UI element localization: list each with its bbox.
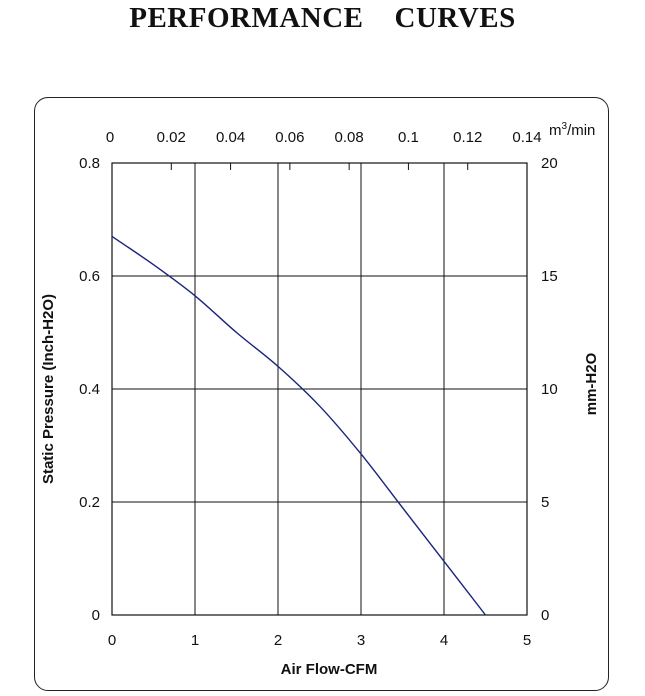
top-tick-label: 0 <box>106 129 114 146</box>
top-tick-label: 0.08 <box>335 129 364 146</box>
y-axis-label: Static Pressure (Inch-H2O) <box>40 294 57 484</box>
top-tick-label: 0.04 <box>216 129 245 146</box>
y-tick-label: 0.2 <box>79 494 100 511</box>
y-tick-label: 0.6 <box>79 268 100 285</box>
y-tick-label: 0.4 <box>79 381 100 398</box>
series-line <box>111 235 487 616</box>
x-tick-label: 3 <box>357 632 365 649</box>
chart-frame <box>34 97 609 691</box>
top-tick-label: 0.06 <box>275 129 304 146</box>
top-axis-unit-sup: 3 <box>562 121 568 132</box>
y2-tick-label: 20 <box>541 155 558 172</box>
y-tick-label: 0.8 <box>79 155 100 172</box>
y2-tick-label: 10 <box>541 381 558 398</box>
y2-tick-label: 0 <box>541 607 549 624</box>
top-axis-unit-base: m <box>549 122 562 139</box>
tick-labels: 0 1 2 3 4 500.20.40.60.80 0.02 0.04 0.06 0.08 0.1 0… <box>79 129 558 649</box>
top-axis-unit: m3/min <box>549 121 595 139</box>
x-tick-label: 1 <box>191 632 199 649</box>
x-axis-label: Air Flow-CFM <box>281 661 378 678</box>
top-tick-label: 0.12 <box>453 129 482 146</box>
top-tick-label: 0.02 <box>157 129 186 146</box>
x-tick-label: 0 <box>108 632 116 649</box>
grid-lines <box>112 163 527 615</box>
top-tick-label: 0.14 <box>512 129 541 146</box>
y2-axis-label: mm-H2O <box>583 352 600 415</box>
y2-tick-label: 5 <box>541 494 549 511</box>
x-tick-label: 2 <box>274 632 282 649</box>
x-tick-label: 5 <box>523 632 531 649</box>
x-tick-label: 4 <box>440 632 448 649</box>
y2-tick-label: 15 <box>541 268 558 285</box>
series-layer <box>111 235 487 616</box>
top-tick-label: 0.1 <box>398 129 419 146</box>
top-axis-unit-rest: /min <box>567 122 595 139</box>
axis-ticks <box>170 163 527 503</box>
y-tick-label: 0 <box>92 607 100 624</box>
page-title: PERFORMANCE CURVES <box>129 2 516 34</box>
